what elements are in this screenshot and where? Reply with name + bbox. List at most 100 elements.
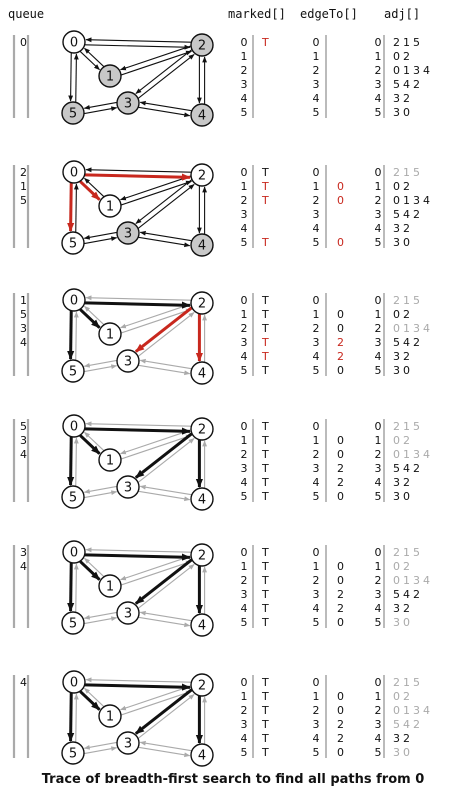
graph-edge bbox=[119, 555, 191, 581]
vertex-node bbox=[190, 487, 214, 511]
graph-edge bbox=[121, 180, 193, 206]
marked-value: T bbox=[261, 434, 269, 447]
vertex-label: 4 bbox=[198, 749, 206, 764]
queue-entry: 4 bbox=[20, 336, 27, 349]
edgeto-index: 2 bbox=[313, 194, 320, 207]
adj-index: 0 bbox=[375, 294, 382, 307]
vertex-label: 5 bbox=[69, 365, 77, 380]
adj-entry: 0 bbox=[403, 616, 410, 629]
adj-entry: 2 bbox=[403, 560, 410, 573]
vertex-label: 4 bbox=[198, 109, 206, 124]
tree-edge bbox=[67, 692, 75, 742]
marked-value: T bbox=[261, 704, 269, 717]
vertex-node bbox=[62, 540, 86, 564]
adj-entry: 5 bbox=[413, 166, 420, 179]
graph-edge bbox=[84, 616, 118, 625]
marked-index: 5 bbox=[241, 236, 248, 249]
edgeto-value: 0 bbox=[337, 236, 344, 249]
adj-entry: 2 bbox=[403, 476, 410, 489]
adj-entry: 2 bbox=[393, 676, 400, 689]
adj-entry: 3 bbox=[393, 732, 400, 745]
adj-entry: 3 bbox=[393, 746, 400, 759]
edgeto-index: 3 bbox=[313, 718, 320, 731]
adj-entry: 0 bbox=[393, 448, 400, 461]
marked-value: T bbox=[261, 588, 269, 601]
marked-value: T bbox=[261, 718, 269, 731]
edgeto-index: 2 bbox=[313, 64, 320, 77]
edgeto-header: edgeTo[] bbox=[300, 7, 358, 21]
adj-entry: 0 bbox=[403, 106, 410, 119]
vertex-label: 2 bbox=[198, 169, 206, 184]
vertex-label: 2 bbox=[198, 297, 206, 312]
adj-entry: 1 bbox=[403, 36, 410, 49]
adj-entry: 3 bbox=[393, 92, 400, 105]
graph-edge bbox=[73, 693, 79, 743]
vertex-label: 2 bbox=[198, 423, 206, 438]
adj-entry: 4 bbox=[423, 322, 430, 335]
vertex-node bbox=[190, 361, 214, 385]
vertex-label: 1 bbox=[106, 710, 114, 725]
graph-edge bbox=[84, 746, 118, 755]
vertex-node bbox=[62, 414, 86, 438]
adj-entry: 5 bbox=[413, 546, 420, 559]
adj-index: 2 bbox=[375, 574, 382, 587]
vertex-node bbox=[98, 448, 122, 472]
graph-edge bbox=[139, 610, 192, 622]
vertex-label: 3 bbox=[124, 481, 132, 496]
vertex-node bbox=[61, 231, 85, 255]
edgeto-value: 0 bbox=[337, 690, 344, 703]
marked-index: 3 bbox=[241, 588, 248, 601]
graph-edge bbox=[84, 431, 105, 451]
vertex-node bbox=[116, 601, 140, 625]
graph-edge bbox=[83, 231, 117, 240]
graph-edge bbox=[138, 364, 191, 376]
marked-index: 5 bbox=[241, 106, 248, 119]
tree-edge bbox=[84, 553, 191, 561]
tree-edge bbox=[134, 432, 193, 479]
graph-edge bbox=[83, 485, 117, 494]
adj-entry: 3 bbox=[393, 602, 400, 615]
edgeto-index: 5 bbox=[313, 490, 320, 503]
vertex-node bbox=[190, 163, 214, 187]
graph-edge bbox=[85, 421, 192, 427]
marked-value: T bbox=[261, 490, 269, 503]
vertex-label: 1 bbox=[106, 200, 114, 215]
vertex-label: 0 bbox=[70, 676, 78, 691]
vertex-label: 3 bbox=[124, 737, 132, 752]
adj-entry: 2 bbox=[403, 50, 410, 63]
edgeto-index: 4 bbox=[313, 92, 320, 105]
adj-entry: 2 bbox=[403, 690, 410, 703]
adj-entry: 0 bbox=[403, 746, 410, 759]
graph-edge bbox=[83, 611, 117, 620]
marked-index: 2 bbox=[241, 322, 248, 335]
adj-index: 3 bbox=[375, 336, 382, 349]
vertex-label: 4 bbox=[198, 239, 206, 254]
adj-entry: 2 bbox=[413, 588, 420, 601]
adj-entry: 4 bbox=[423, 194, 430, 207]
adj-index: 2 bbox=[375, 64, 382, 77]
vertex-node bbox=[61, 359, 85, 383]
graph-edge bbox=[139, 230, 192, 242]
marked-value: T bbox=[261, 690, 269, 703]
adj-entry: 4 bbox=[403, 588, 410, 601]
adj-entry: 4 bbox=[403, 208, 410, 221]
vertex-label: 4 bbox=[198, 493, 206, 508]
marked-index: 5 bbox=[241, 364, 248, 377]
marked-index: 4 bbox=[241, 476, 248, 489]
vertex-label: 5 bbox=[69, 237, 77, 252]
graph-edge bbox=[139, 100, 192, 112]
adj-index: 5 bbox=[375, 364, 382, 377]
adj-entry: 2 bbox=[403, 732, 410, 745]
graph-edge bbox=[138, 746, 191, 758]
edgeto-value: 0 bbox=[337, 180, 344, 193]
adj-entry: 2 bbox=[413, 462, 420, 475]
vertex-node bbox=[62, 670, 86, 694]
marked-index: 1 bbox=[241, 690, 248, 703]
edgeto-index: 3 bbox=[313, 462, 320, 475]
marked-value: T bbox=[261, 180, 269, 193]
queue-entry: 2 bbox=[20, 166, 27, 179]
edgeto-value: 2 bbox=[337, 732, 344, 745]
vertex-label: 3 bbox=[124, 227, 132, 242]
edgeto-index: 2 bbox=[313, 574, 320, 587]
